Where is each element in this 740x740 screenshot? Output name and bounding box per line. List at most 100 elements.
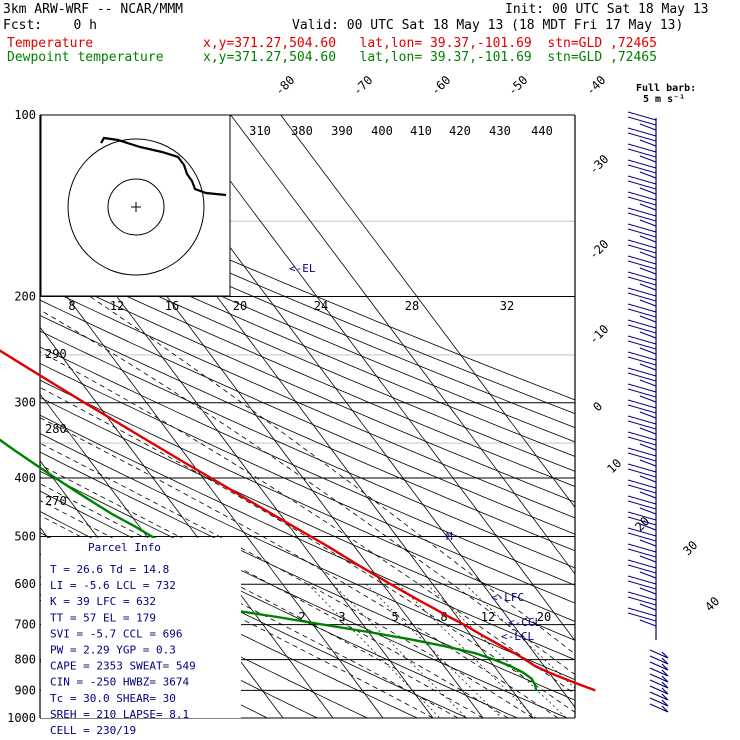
mixing-label-12: 12 bbox=[481, 610, 495, 624]
isotherm-label-11: 30 bbox=[680, 538, 700, 558]
wind-barb-low bbox=[649, 667, 669, 677]
wind-barb-low bbox=[649, 655, 669, 665]
dry-adiabat-310 bbox=[40, 432, 575, 681]
isotherm-label-3: -50 bbox=[505, 73, 530, 98]
dry-adiabat-300 bbox=[40, 451, 575, 701]
mixing-ratio-5 bbox=[365, 583, 502, 718]
pressure-label-800: 800 bbox=[14, 653, 36, 667]
dry-adiabat-340 bbox=[40, 379, 575, 622]
isotherm--20 bbox=[40, 260, 384, 718]
dry-adiabat-370 bbox=[40, 330, 575, 569]
mixing-label-5: 5 bbox=[391, 610, 398, 624]
isotherm-label-5: -30 bbox=[586, 152, 611, 177]
wind-barb-low bbox=[649, 661, 669, 671]
pressure-label-900: 900 bbox=[14, 683, 36, 697]
mixing-ratio-12 bbox=[426, 583, 567, 718]
annotation-1: <-LFC bbox=[491, 591, 524, 604]
isotherm-label-2: -60 bbox=[428, 73, 453, 98]
valid-time: Valid: 00 UTC Sat 18 May 13 (18 MDT Fri … bbox=[292, 18, 684, 33]
wind-barb bbox=[627, 191, 657, 211]
speed-label-3: 16 bbox=[165, 299, 179, 313]
temperature-legend-label: Temperature bbox=[7, 36, 94, 51]
wind-barb bbox=[627, 479, 657, 499]
parcel-row: CAPE = 2353 SWEAT= 549 bbox=[50, 660, 196, 673]
dry-adiabat-420 bbox=[40, 255, 575, 487]
isotherm-label-8: 0 bbox=[590, 399, 605, 414]
wind-barb bbox=[627, 591, 657, 611]
theta-label-440: 440 bbox=[531, 124, 553, 138]
pressure-label-700: 700 bbox=[14, 618, 36, 632]
temperature-curve bbox=[0, 349, 596, 692]
speed-label-1: 8 bbox=[68, 299, 75, 313]
theta-label-410: 410 bbox=[410, 124, 432, 138]
wind-barb bbox=[627, 559, 657, 579]
speed-label-2: 12 bbox=[110, 299, 124, 313]
theta-label-380: 380 bbox=[291, 124, 313, 138]
wind-barb bbox=[627, 511, 657, 531]
wind-barb-low bbox=[649, 703, 669, 713]
parcel-row: T = 26.6 Td = 14.8 bbox=[50, 563, 169, 576]
speed-label-7: 32 bbox=[500, 299, 514, 313]
isotherm-label-7: -10 bbox=[586, 322, 611, 347]
wind-barb bbox=[627, 287, 657, 307]
dry-adiabat-400 bbox=[40, 284, 575, 519]
isotherm-label-1: -70 bbox=[350, 73, 375, 98]
parcel-row: PW = 2.29 YGP = 0.3 bbox=[50, 644, 176, 657]
wind-barb bbox=[627, 575, 657, 595]
wind-barb bbox=[627, 447, 657, 467]
moist-adiabat-10 bbox=[40, 442, 534, 718]
dry-adiabat-390 bbox=[40, 299, 575, 535]
theta-label-420: 420 bbox=[449, 124, 471, 138]
wind-barb bbox=[627, 127, 657, 147]
pressure-label-600: 600 bbox=[14, 577, 36, 591]
barb-units: 5 m s⁻¹ bbox=[643, 94, 686, 105]
annotation-3: <-LCL bbox=[501, 630, 534, 643]
moist-adiabat-25 bbox=[40, 351, 575, 695]
theta-label-390: 390 bbox=[331, 124, 353, 138]
wind-barb bbox=[627, 543, 657, 563]
wind-barb-low bbox=[649, 649, 669, 659]
side-label-290: 290 bbox=[45, 347, 67, 361]
isotherm-label-9: 10 bbox=[604, 456, 624, 476]
isotherm-30 bbox=[180, 115, 575, 642]
mixing-label-8: 8 bbox=[440, 610, 447, 624]
parcel-info-box bbox=[41, 538, 241, 718]
side-label-270: 270 bbox=[45, 494, 67, 508]
wind-barb bbox=[627, 463, 657, 483]
side-label-280: 280 bbox=[45, 422, 67, 436]
moist-adiabat-15 bbox=[40, 417, 559, 718]
moist-adiabat-20 bbox=[40, 387, 575, 713]
isotherm-label-10: 20 bbox=[632, 514, 652, 534]
isotherm-label-6: -20 bbox=[586, 237, 611, 262]
isotherm-40 bbox=[230, 115, 575, 575]
wind-barb bbox=[627, 319, 657, 339]
wind-barb bbox=[627, 143, 657, 163]
wind-barb-low bbox=[649, 685, 669, 695]
wind-barb-low bbox=[649, 679, 669, 689]
wind-barb bbox=[627, 495, 657, 515]
wind-barb bbox=[627, 303, 657, 323]
theta-label-310: 310 bbox=[249, 124, 271, 138]
wind-barb bbox=[627, 223, 657, 243]
pressure-label-400: 400 bbox=[14, 471, 36, 485]
moist-adiabat-5 bbox=[40, 464, 509, 718]
dry-adiabats bbox=[40, 175, 575, 718]
mixing-label-2: 2 bbox=[298, 610, 305, 624]
dry-adiabat-410 bbox=[40, 270, 575, 503]
isotherm-label-0: -80 bbox=[272, 73, 297, 98]
wind-barb bbox=[627, 527, 657, 547]
speed-label-4: 20 bbox=[233, 299, 247, 313]
wind-barb bbox=[627, 271, 657, 291]
mixing-label-3: 3 bbox=[338, 610, 345, 624]
wind-barb bbox=[627, 255, 657, 275]
isotherm-label-4: -40 bbox=[583, 73, 608, 98]
wind-barb bbox=[627, 335, 657, 355]
hodograph-ring-outer bbox=[67, 138, 205, 276]
dry-adiabat-480 bbox=[40, 175, 575, 401]
hodograph-ring-inner bbox=[107, 178, 165, 236]
isotherm-50 bbox=[280, 115, 575, 509]
dry-adiabat-470 bbox=[40, 188, 575, 415]
dry-adiabat-360 bbox=[40, 346, 575, 586]
wind-barb bbox=[627, 607, 657, 627]
annotation-0: <-EL bbox=[289, 262, 316, 275]
